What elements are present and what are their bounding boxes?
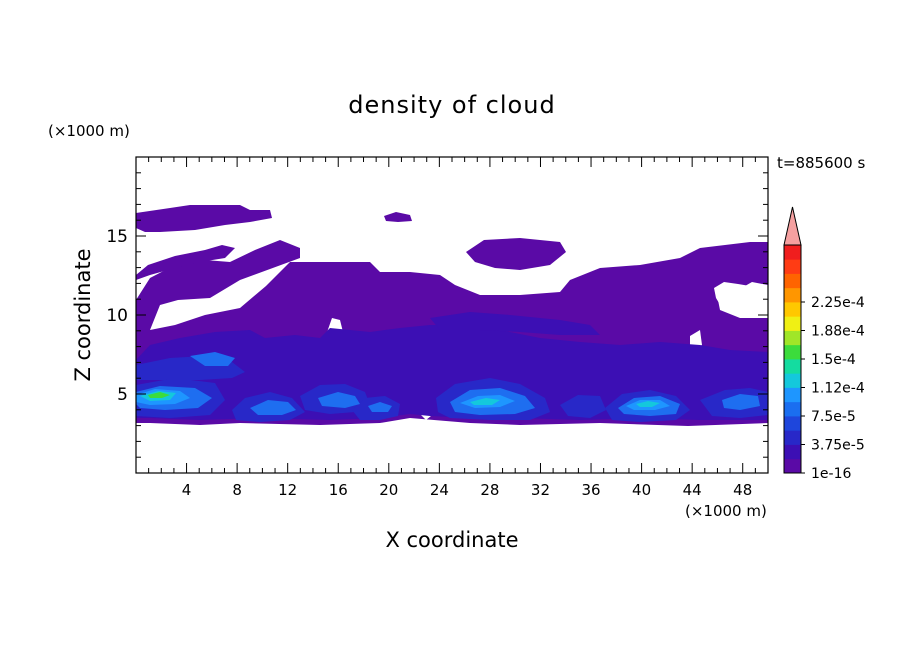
- cloud-patch-x28: [466, 238, 566, 270]
- colorbar-swatch: [784, 273, 801, 289]
- x-tick-label: 44: [683, 481, 702, 499]
- x-tick-label: 40: [632, 481, 651, 499]
- contour-level-3.75e-5: [136, 312, 768, 420]
- colorbar-label: 2.25e-4: [811, 295, 865, 311]
- x-tick-label: 28: [480, 481, 499, 499]
- band-lower-dense: [136, 325, 768, 420]
- y-tick-label: 10: [106, 306, 128, 326]
- colorbar-swatch: [784, 245, 801, 260]
- colorbar-swatch: [784, 302, 801, 317]
- colorbar: 1e-16 3.75e-5 7.5e-5 1.12e-4 1.5e-4 1.88e-4 2.…: [783, 206, 865, 482]
- colorbar-swatch: [784, 330, 801, 346]
- colorbar-swatch: [784, 387, 801, 403]
- y-axis-ticks: 5 10 15: [106, 172, 768, 458]
- x-axis-ticks: 4 8 12 16 20 24 28 32 36 40 44 48: [148, 157, 756, 499]
- colorbar-label: 1.88e-4: [811, 324, 865, 340]
- cloud-mid-left-band: [136, 245, 235, 280]
- y-tick-label: 5: [117, 385, 128, 405]
- y-axis-label: Z coordinate: [71, 248, 95, 381]
- x-tick-label: 36: [581, 481, 600, 499]
- x-tick-label: 48: [733, 481, 752, 499]
- x-tick-label: 32: [531, 481, 550, 499]
- x-tick-label: 8: [232, 481, 242, 499]
- colorbar-swatch: [784, 373, 801, 388]
- cloud-patch-x20: [384, 212, 412, 222]
- colorbar-extend-arrow: [783, 206, 802, 246]
- cloud-upper-left-band: [136, 205, 272, 232]
- chart-title: density of cloud: [348, 91, 555, 119]
- colorbar-swatch: [784, 359, 801, 374]
- contour-level-green: [148, 392, 170, 398]
- colorbar-swatch: [784, 259, 801, 274]
- colorbar-swatch: [784, 416, 801, 431]
- x-tick-label: 20: [379, 481, 398, 499]
- colorbar-swatch: [784, 401, 801, 417]
- y-unit-label: (×1000 m): [48, 122, 130, 140]
- band-upper-x26: [430, 312, 600, 335]
- core-x19: [368, 402, 392, 412]
- x-unit-label: (×1000 m): [685, 502, 767, 520]
- colorbar-label: 3.75e-5: [811, 438, 865, 454]
- colorbar-label: 1e-16: [811, 466, 851, 482]
- cyan-x27: [470, 398, 500, 405]
- x-tick-label: 4: [182, 481, 192, 499]
- x-tick-label: 16: [329, 481, 348, 499]
- core-x5-upper: [190, 352, 235, 366]
- colorbar-swatch: [784, 316, 801, 331]
- colorbar-label: 1.12e-4: [811, 381, 865, 397]
- cyan-x40: [636, 401, 660, 407]
- green-x2: [148, 392, 170, 398]
- time-label: t=885600 s: [777, 154, 865, 172]
- plot-area: [136, 205, 768, 426]
- colorbar-swatch: [784, 344, 801, 360]
- colorbar-swatch: [784, 444, 801, 460]
- colorbar-swatch: [784, 430, 801, 445]
- x-tick-label: 12: [278, 481, 297, 499]
- x-tick-label: 24: [430, 481, 449, 499]
- cell-x31-36: [560, 395, 606, 418]
- colorbar-label: 1.5e-4: [811, 352, 856, 368]
- colorbar-label: 7.5e-5: [811, 409, 856, 425]
- core-x16: [318, 392, 360, 408]
- y-tick-label: 15: [106, 227, 128, 247]
- colorbar-swatch: [784, 287, 801, 303]
- core-x47: [722, 394, 760, 410]
- hole-x48: [714, 282, 760, 315]
- x-axis-label: X coordinate: [385, 528, 518, 552]
- core-x10-12: [250, 400, 296, 415]
- colorbar-swatch: [784, 458, 801, 474]
